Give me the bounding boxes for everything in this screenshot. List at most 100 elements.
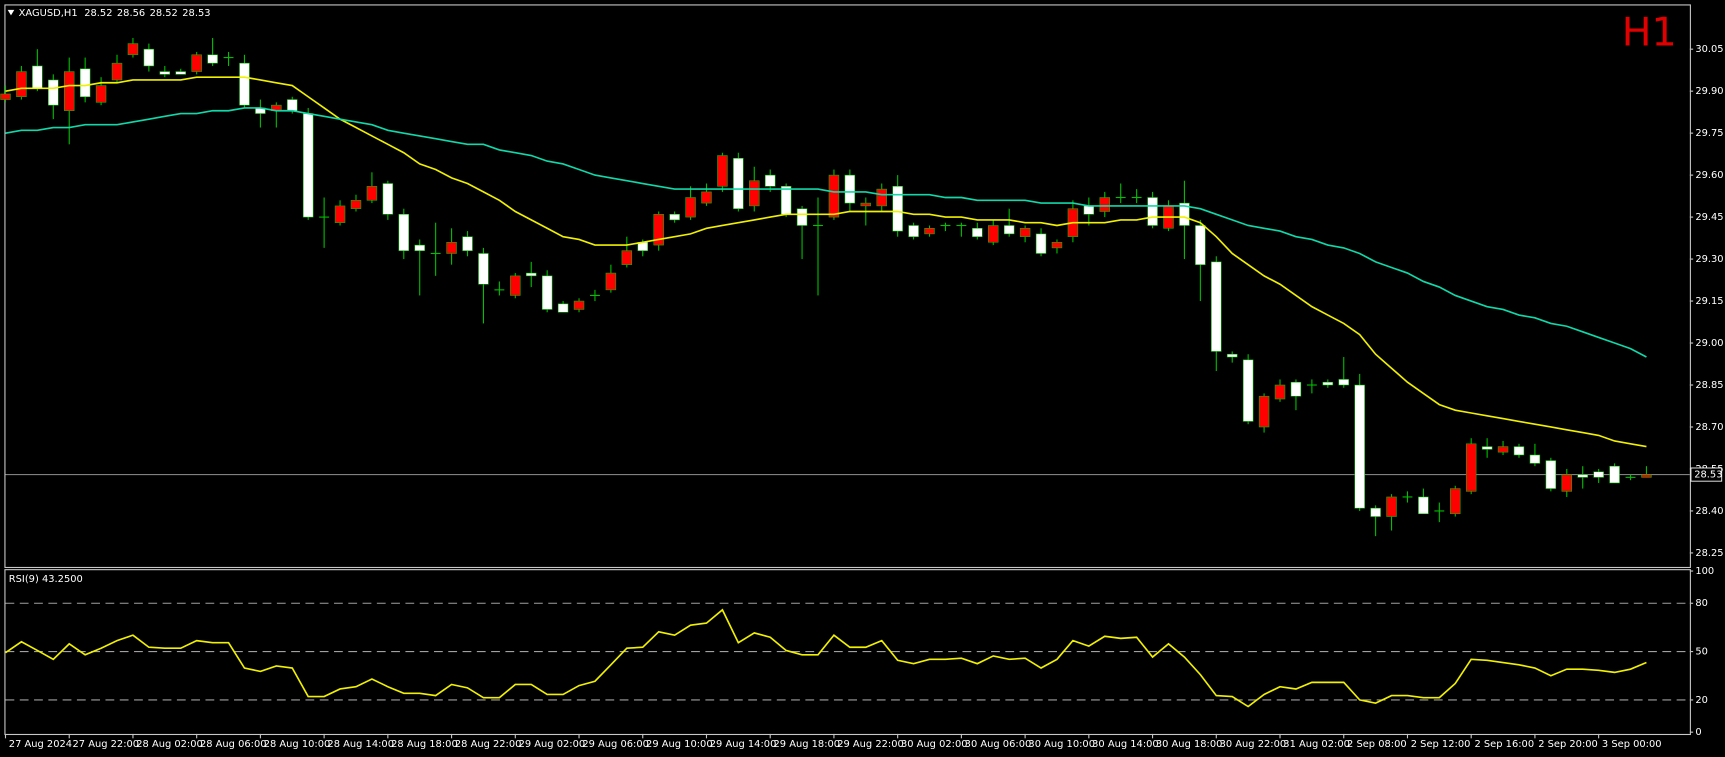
- candle-down: [1354, 384, 1365, 509]
- candle-down: [287, 99, 298, 112]
- candle-down: [478, 253, 489, 285]
- candle-up: [64, 71, 75, 112]
- x-tick-label: 2 Sep 12:00: [1411, 739, 1471, 750]
- candle-up: [191, 54, 202, 72]
- x-tick-label: 29 Aug 02:00: [519, 739, 586, 750]
- candle-down: [892, 186, 903, 232]
- candle-down: [1035, 233, 1047, 254]
- x-tick-label: 30 Aug 10:00: [1028, 739, 1095, 750]
- candle-down: [159, 71, 171, 75]
- candle-down: [1529, 454, 1541, 464]
- y-tick-label: 29.00: [1695, 338, 1723, 349]
- price-label: 28.53: [1694, 470, 1722, 481]
- candle-down: [733, 158, 744, 209]
- candle-down: [844, 174, 856, 204]
- candle-up: [1099, 197, 1110, 212]
- y-tick-label: 28.85: [1695, 380, 1723, 391]
- candle-up: [334, 205, 346, 223]
- x-tick-label: 2 Sep 08:00: [1347, 739, 1407, 750]
- candle-up: [685, 197, 696, 218]
- candle-down: [1003, 225, 1015, 235]
- moving-average: [5, 107, 1647, 358]
- x-tick-label: 2 Sep 16:00: [1474, 739, 1534, 750]
- candle-down: [1227, 353, 1238, 358]
- candle-up: [510, 275, 521, 296]
- candle-up: [860, 202, 872, 207]
- symbol: XAGUSD,H1: [19, 8, 78, 19]
- high-value: 28.56: [117, 8, 145, 19]
- candle-down: [1609, 465, 1620, 484]
- candle-up: [1258, 395, 1270, 428]
- x-tick-label: 30 Aug 18:00: [1156, 739, 1223, 750]
- y-tick-label: 29.30: [1695, 254, 1723, 265]
- candle-up: [446, 242, 457, 254]
- candle-down: [669, 214, 680, 221]
- candle-down: [764, 174, 776, 187]
- candle-up: [16, 71, 27, 98]
- candle-down: [1338, 379, 1349, 386]
- candle-up: [924, 228, 935, 235]
- candle-down: [1481, 446, 1493, 450]
- candle-down: [1083, 205, 1095, 215]
- x-tick-label: 30 Aug 14:00: [1092, 739, 1159, 750]
- candle-down: [972, 228, 983, 237]
- candle-down: [143, 48, 155, 67]
- candle-down: [207, 54, 218, 64]
- x-tick-label: 29 Aug 10:00: [646, 739, 713, 750]
- symbol-header: XAGUSD,H1 28.52 28.56 28.52 28.53: [19, 8, 211, 19]
- x-tick-label: 27 Aug 2024: [9, 739, 72, 750]
- x-tick-label: 28 Aug 18:00: [391, 739, 458, 750]
- candle-down: [175, 71, 186, 75]
- candle-up: [1019, 228, 1031, 237]
- x-tick-label: 29 Aug 14:00: [710, 739, 777, 750]
- low-value: 28.52: [150, 8, 178, 19]
- candle-down: [780, 186, 792, 215]
- candle-down: [1179, 202, 1190, 226]
- price-panel-frame: [4, 4, 1691, 569]
- candle-down: [79, 68, 91, 98]
- x-tick-label: 28 Aug 06:00: [200, 739, 267, 750]
- candle-up: [350, 200, 362, 209]
- rsi-tick-label: 0: [1695, 727, 1701, 738]
- x-tick-label: 28 Aug 02:00: [136, 739, 203, 750]
- candle-up: [573, 300, 585, 310]
- x-tick-label: 31 Aug 02:00: [1283, 739, 1350, 750]
- y-tick-label: 29.15: [1695, 296, 1723, 307]
- candle-down: [398, 214, 410, 251]
- x-tick-label: 28 Aug 14:00: [327, 739, 394, 750]
- candle-up: [127, 43, 139, 56]
- candle-up: [717, 155, 728, 187]
- x-tick-label: 28 Aug 10:00: [264, 739, 331, 750]
- y-tick-label: 29.45: [1695, 212, 1723, 223]
- x-tick-label: 3 Sep 00:00: [1602, 739, 1662, 750]
- x-tick-label: 2 Sep 20:00: [1538, 739, 1598, 750]
- candle-up: [1641, 474, 1652, 478]
- y-tick-label: 28.25: [1695, 548, 1723, 559]
- candle-up: [1450, 488, 1461, 515]
- candle-up: [1465, 443, 1477, 492]
- y-tick-label: 28.70: [1695, 422, 1723, 433]
- candle-down: [302, 113, 314, 218]
- candle-up: [1274, 384, 1286, 400]
- y-tick-label: 29.90: [1695, 86, 1723, 97]
- candle-up: [653, 214, 664, 246]
- candle-down: [414, 244, 425, 251]
- x-tick-label: 30 Aug 22:00: [1220, 739, 1287, 750]
- candle-up: [1386, 496, 1397, 517]
- x-tick-label: 29 Aug 18:00: [774, 739, 841, 750]
- candle-down: [1577, 474, 1588, 478]
- y-tick-label: 29.75: [1695, 128, 1723, 139]
- candle-down: [1418, 496, 1429, 515]
- candle-up: [111, 62, 123, 81]
- candle-down: [1322, 381, 1334, 386]
- y-tick-label: 29.60: [1695, 170, 1723, 181]
- rsi-tick-label: 20: [1695, 695, 1708, 706]
- candle-up: [95, 85, 107, 103]
- rsi-title: RSI(9) 43.2500: [9, 574, 83, 585]
- x-tick-label: 28 Aug 22:00: [455, 739, 522, 750]
- candle-down: [557, 303, 569, 313]
- candle-down: [526, 272, 537, 277]
